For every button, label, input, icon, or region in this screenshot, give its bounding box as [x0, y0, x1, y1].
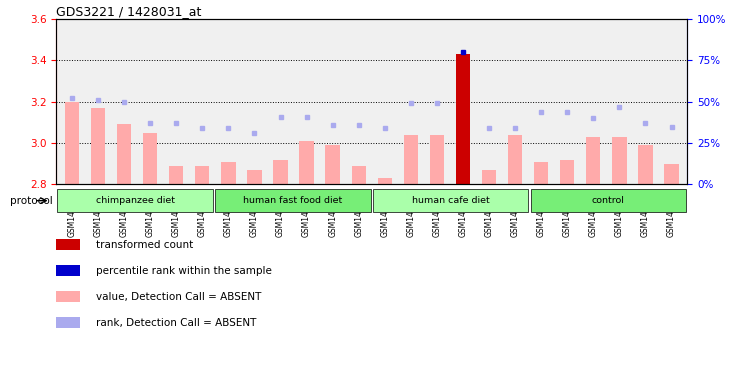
Bar [560, 160, 575, 184]
Bar [665, 164, 679, 184]
Bar [482, 170, 496, 184]
Bar [56, 239, 80, 250]
Text: protocol: protocol [10, 195, 53, 206]
Text: human cafe diet: human cafe diet [412, 195, 490, 205]
Bar [169, 166, 183, 184]
Text: control: control [592, 195, 625, 205]
Bar [143, 133, 158, 184]
Bar [372, 189, 529, 212]
Text: chimpanzee diet: chimpanzee diet [95, 195, 175, 205]
Text: value, Detection Call = ABSENT: value, Detection Call = ABSENT [96, 291, 261, 302]
Bar [404, 135, 418, 184]
Bar [378, 178, 392, 184]
Bar [91, 108, 105, 184]
Bar [57, 189, 213, 212]
Text: percentile rank within the sample: percentile rank within the sample [96, 266, 272, 276]
Bar [222, 162, 236, 184]
Bar [117, 124, 131, 184]
Bar [65, 102, 79, 184]
Bar [508, 135, 522, 184]
Text: rank, Detection Call = ABSENT: rank, Detection Call = ABSENT [96, 318, 256, 328]
Bar [530, 189, 686, 212]
Bar [215, 189, 371, 212]
Bar [56, 317, 80, 328]
Bar [195, 166, 210, 184]
Bar [586, 137, 601, 184]
Bar [638, 145, 653, 184]
Bar [56, 291, 80, 302]
Bar [300, 141, 314, 184]
Text: GDS3221 / 1428031_at: GDS3221 / 1428031_at [56, 5, 202, 18]
Bar [325, 145, 339, 184]
Bar [612, 137, 626, 184]
Text: human fast food diet: human fast food diet [243, 195, 342, 205]
Bar [247, 170, 261, 184]
Bar [273, 160, 288, 184]
Bar [430, 135, 444, 184]
Bar [56, 265, 80, 276]
Text: transformed count: transformed count [96, 240, 193, 250]
Bar [456, 54, 470, 184]
Bar [534, 162, 548, 184]
Bar [351, 166, 366, 184]
